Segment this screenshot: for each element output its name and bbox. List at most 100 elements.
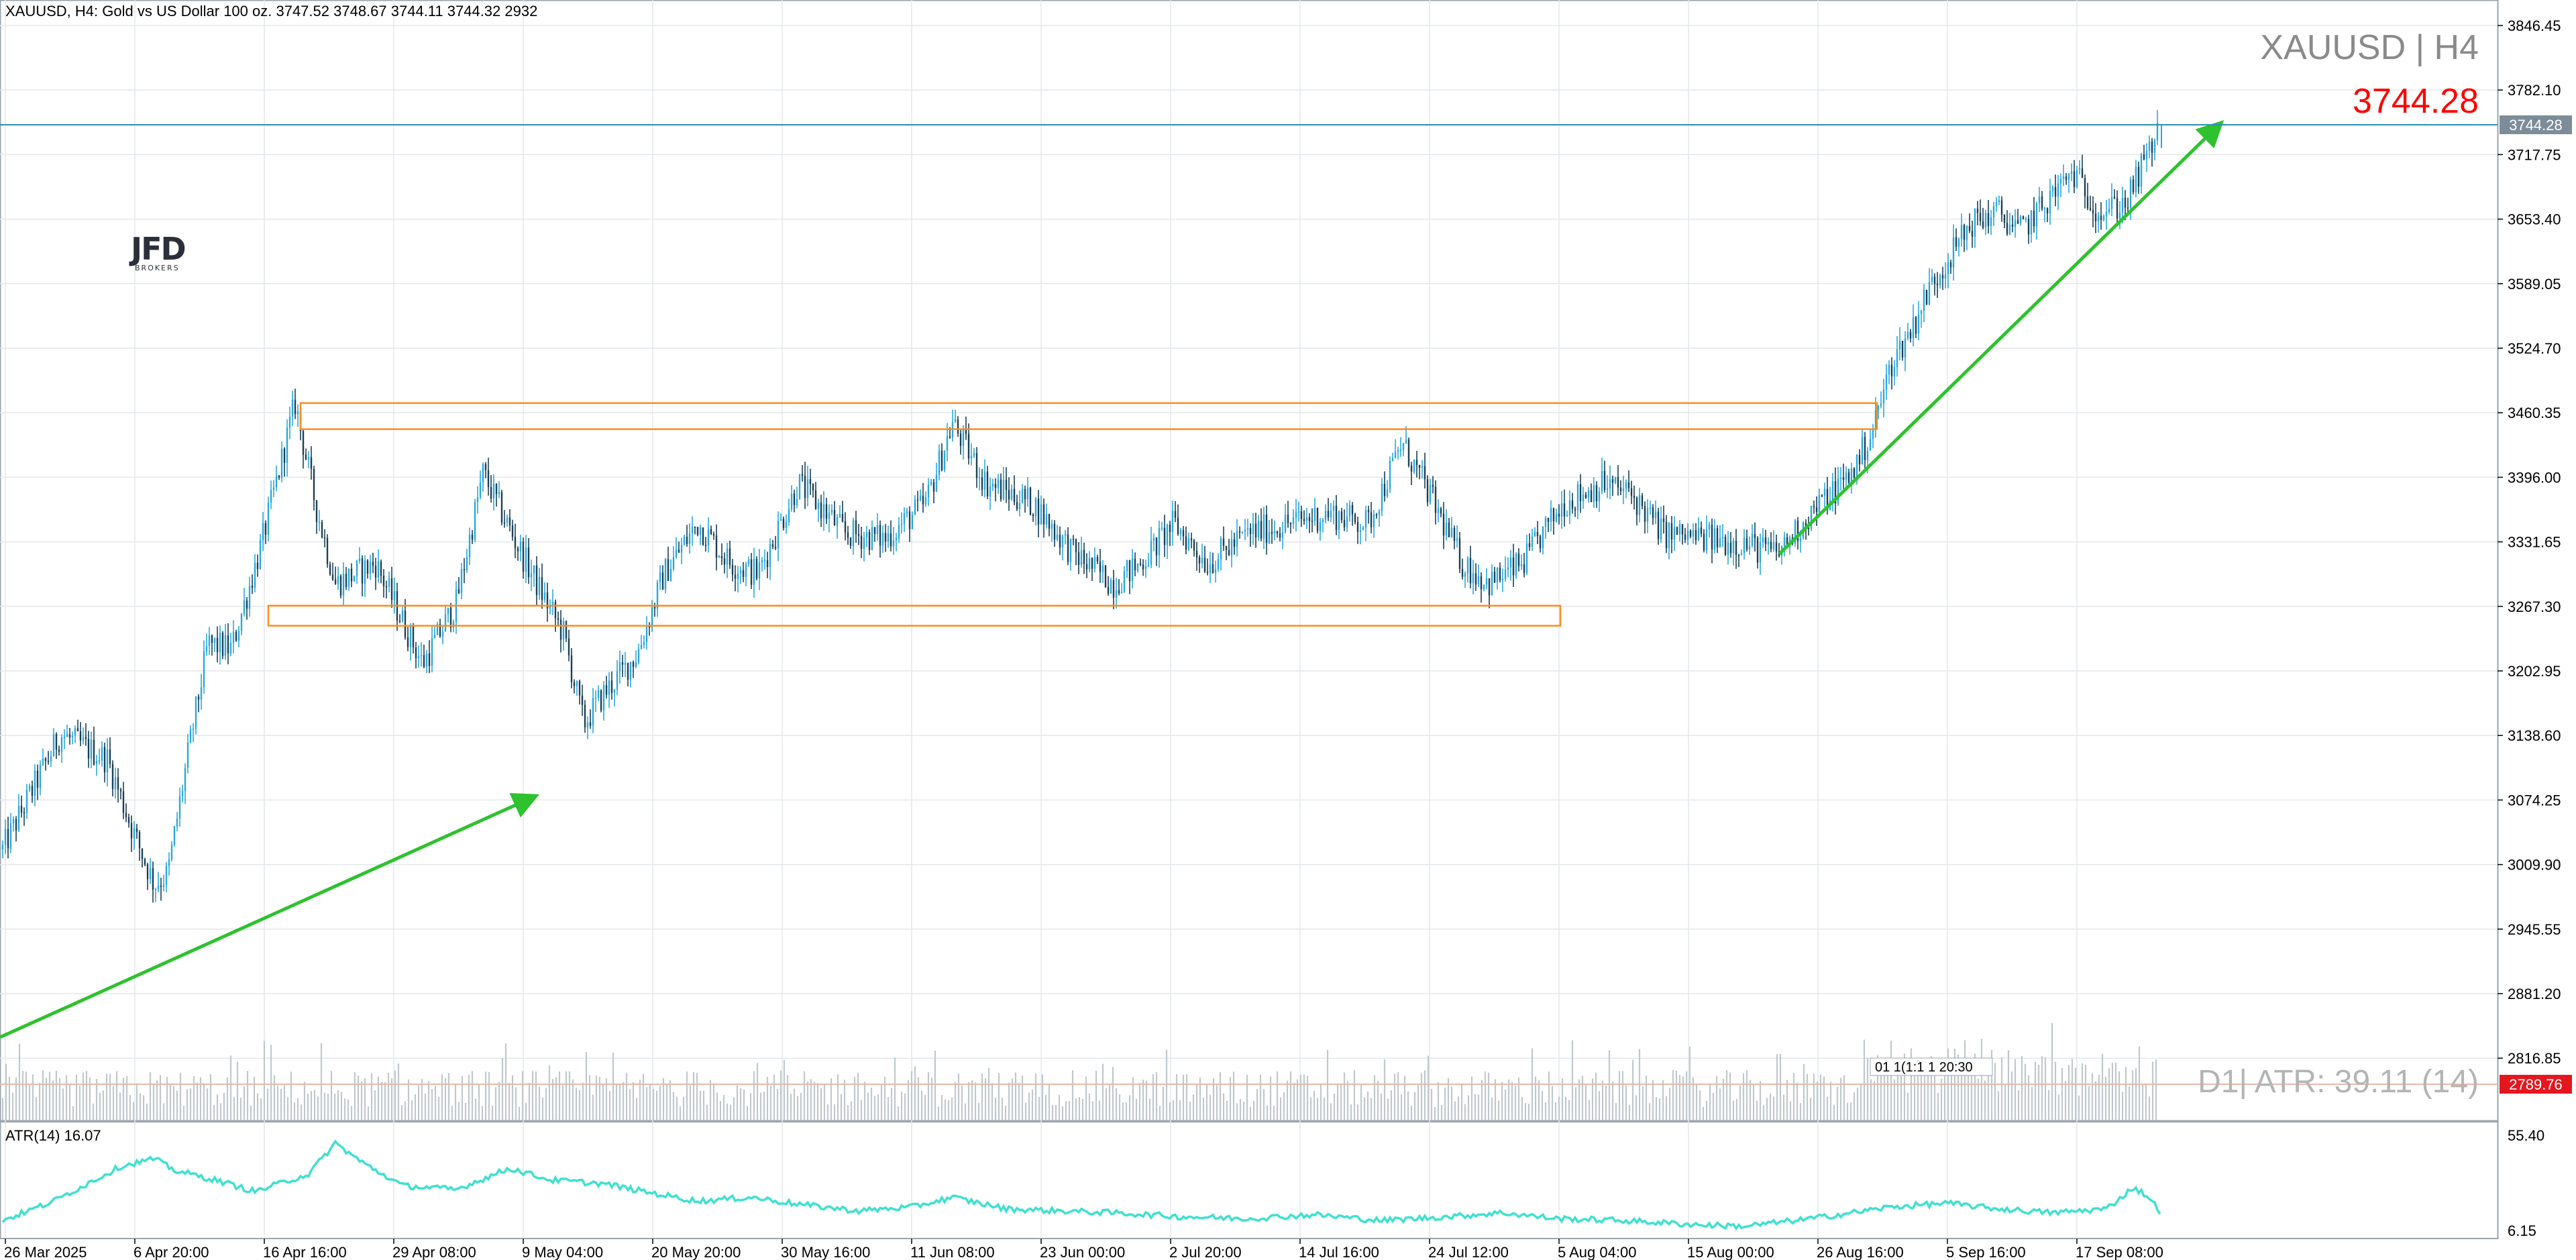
atr-line — [1, 1139, 2161, 1231]
candle-body — [1941, 275, 1944, 278]
resistance-zone[interactable] — [299, 402, 1878, 430]
candle-body — [503, 522, 506, 524]
candle-body — [1515, 554, 1517, 576]
candle-body — [997, 479, 1000, 488]
candle-body — [624, 662, 627, 665]
candle-body — [1896, 349, 1898, 368]
candle-body — [1697, 527, 1700, 541]
candle-body — [2100, 215, 2102, 220]
candle-body — [1206, 572, 1209, 573]
price-tick-label: 2816.85 — [2508, 1050, 2561, 1067]
candle-body — [573, 682, 576, 686]
candle-body — [337, 576, 339, 584]
candle-body — [291, 399, 294, 417]
candle-body — [476, 497, 479, 503]
candle-body — [256, 562, 259, 570]
candle-body — [50, 756, 52, 762]
candle-body — [1230, 539, 1233, 556]
candle-body — [726, 548, 729, 565]
candle-body — [1576, 484, 1579, 511]
candle-body — [1295, 511, 1297, 518]
candle-body — [720, 556, 723, 559]
candle-body — [916, 499, 919, 501]
price-axis[interactable]: 3846.45 3782.10 3717.75 3653.40 3589.05 3524.… — [2498, 17, 2561, 1067]
candle-body — [436, 624, 439, 635]
candle-body — [978, 477, 981, 479]
candle-body — [632, 662, 635, 667]
candle-body — [1947, 262, 1949, 274]
candle-body — [219, 633, 221, 653]
candle-body — [412, 626, 415, 648]
candle-body — [71, 735, 74, 738]
candle-body — [431, 637, 433, 666]
candle-body — [774, 547, 777, 549]
candle-body — [2022, 216, 2025, 219]
candle-body — [2129, 179, 2132, 208]
candle-body — [1236, 531, 1238, 547]
candle-body — [1992, 206, 1995, 217]
candle-body — [1220, 538, 1222, 560]
candle-body — [1158, 528, 1161, 556]
candle-body — [1898, 341, 1901, 350]
candle-body — [2003, 214, 2006, 223]
candle-body — [967, 433, 970, 459]
candle-body — [1939, 275, 1941, 286]
time-tick-label: 26 Mar 2025 — [4, 1244, 87, 1260]
time-tick-label: 16 Apr 16:00 — [263, 1244, 347, 1260]
candle-body — [1005, 480, 1008, 490]
candle-body — [2046, 208, 2049, 214]
candle-body — [1016, 502, 1018, 509]
candle-body — [957, 419, 959, 434]
candle-body — [1928, 282, 1931, 305]
candle-body — [294, 399, 297, 415]
support-zone[interactable] — [267, 605, 1562, 627]
candle-body — [2092, 209, 2094, 214]
candle-body — [758, 562, 761, 578]
candle-body — [1654, 511, 1657, 519]
time-tick-label: 23 Jun 00:00 — [1040, 1244, 1125, 1260]
candle-body — [2049, 191, 2051, 214]
candle-body — [860, 535, 863, 549]
time-tick-label: 5 Aug 04:00 — [1558, 1244, 1636, 1260]
candle-body — [1241, 531, 1244, 533]
candle-body — [849, 537, 852, 546]
candle-body — [1297, 511, 1300, 513]
candle-body — [1603, 471, 1606, 490]
candle-body — [1968, 225, 1971, 231]
candle-body — [543, 592, 546, 600]
candle-body — [1767, 542, 1770, 545]
header-text: XAUUSD, H4: Gold vs US Dollar 100 oz. 37… — [5, 3, 537, 19]
candle-body — [680, 545, 683, 553]
candle-body — [812, 484, 814, 491]
candle-body — [98, 760, 101, 762]
time-axis[interactable]: 26 Mar 2025 6 Apr 20:00 16 Apr 16:00 29 Apr… — [4, 1239, 2163, 1260]
candle-body — [1364, 510, 1367, 528]
candle-body — [1354, 514, 1356, 523]
candle-body — [533, 565, 535, 574]
candle-body — [753, 559, 755, 585]
candle-body — [565, 621, 568, 639]
time-tick-label: 24 Jul 12:00 — [1428, 1244, 1509, 1260]
candle-body — [1072, 538, 1075, 540]
candle-body — [1646, 508, 1649, 522]
time-tick-label: 29 Apr 08:00 — [392, 1244, 476, 1260]
candle-body — [1748, 545, 1751, 549]
trendline-breakout[interactable] — [1778, 120, 2224, 556]
candle-body — [1268, 532, 1271, 543]
candle-body — [645, 625, 648, 643]
candle-body — [1316, 507, 1319, 531]
trendlines[interactable] — [0, 120, 2224, 1039]
candle-body — [2070, 171, 2073, 174]
candle-body — [490, 486, 492, 499]
candle-body — [208, 635, 211, 647]
candle-body — [1668, 523, 1670, 549]
candle-body — [1593, 485, 1595, 503]
candle-body — [1987, 213, 1990, 226]
candle-body — [747, 559, 750, 565]
candle-body — [498, 492, 500, 494]
candle-body — [125, 812, 127, 818]
trendline-early[interactable] — [0, 793, 540, 1039]
candle-body — [704, 545, 707, 546]
zones[interactable] — [267, 402, 1878, 627]
